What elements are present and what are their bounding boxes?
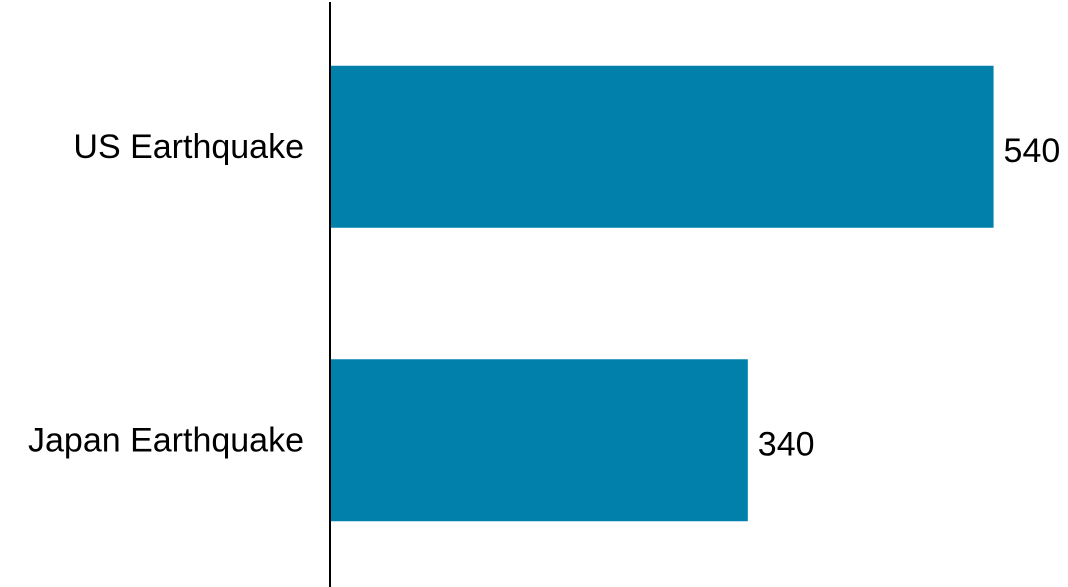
category-labels-group: US Earthquake Japan Earthquake: [28, 128, 304, 460]
bar-japan-earthquake: [330, 359, 748, 522]
category-label-japan-earthquake: Japan Earthquake: [28, 421, 304, 459]
value-labels-group: 540 340: [758, 132, 1060, 464]
bar-us-earthquake: [330, 65, 994, 228]
category-label-us-earthquake: US Earthquake: [73, 128, 304, 166]
bars-group: [330, 65, 994, 522]
value-label-us-earthquake: 540: [1004, 132, 1061, 170]
value-label-japan-earthquake: 340: [758, 425, 815, 463]
